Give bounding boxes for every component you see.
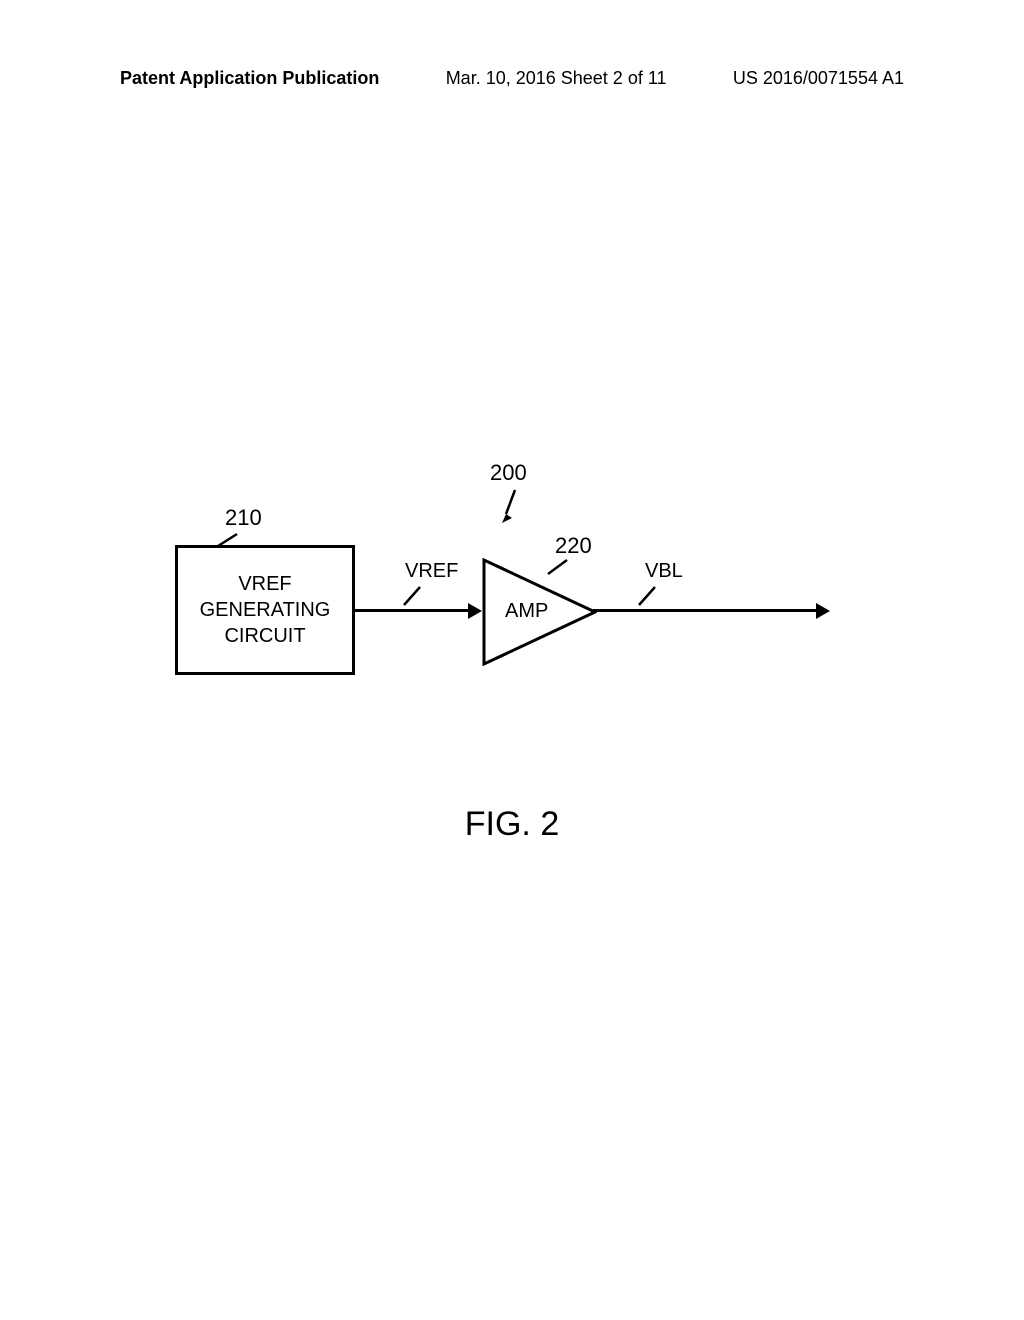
ref-label-210: 210: [225, 505, 262, 531]
leader-line-220: [545, 558, 570, 576]
ref-label-220: 220: [555, 533, 592, 559]
vref-box-text: VREF GENERATING CIRCUIT: [200, 571, 331, 649]
header-patent-number: US 2016/0071554 A1: [733, 68, 904, 89]
leader-arrow-200: [500, 488, 520, 523]
amplifier-text: AMP: [505, 600, 548, 623]
wire-vbl: [593, 609, 823, 612]
arrow-head-vbl: [816, 603, 830, 619]
vref-generating-circuit-block: VREF GENERATING CIRCUIT: [175, 545, 355, 675]
signal-label-vref: VREF: [405, 560, 458, 583]
leader-line-vbl: [635, 585, 660, 607]
arrow-head-vref: [468, 603, 482, 619]
wire-vref: [355, 609, 475, 612]
signal-label-vbl: VBL: [645, 560, 683, 583]
figure-caption: FIG. 2: [0, 805, 1024, 844]
header-sheet-info: Mar. 10, 2016 Sheet 2 of 11: [446, 68, 667, 89]
patent-header: Patent Application Publication Mar. 10, …: [0, 68, 1024, 89]
ref-label-200: 200: [490, 460, 527, 486]
leader-line-vref: [400, 585, 425, 607]
header-publication: Patent Application Publication: [120, 68, 379, 89]
circuit-diagram: 200 210 VREF GENERATING CIRCUIT VREF AMP…: [175, 460, 885, 710]
